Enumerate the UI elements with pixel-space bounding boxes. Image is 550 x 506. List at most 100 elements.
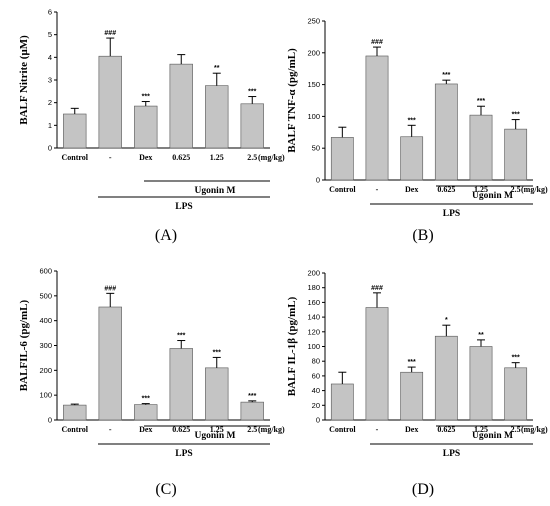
y-tick-label: 300 (39, 341, 52, 350)
chart-panel-3: 0 100 200 300 400 500 600 BALFIL-6 (pg/mL) Contr… (18, 267, 285, 499)
ugonin-group-label: Ugonin M (472, 431, 513, 441)
bar (504, 128, 528, 181)
y-tick-label: 500 (39, 291, 52, 300)
significance-label: *** (248, 89, 256, 96)
category-label: Control (61, 153, 88, 162)
category-label: Control (329, 185, 356, 194)
category-label: 1.25 (210, 425, 224, 434)
bar (169, 63, 193, 149)
significance-label: ### (104, 285, 116, 292)
bar (400, 371, 424, 421)
y-axis-title: BALF Nitrite (μM) (18, 35, 30, 125)
y-tick-label: 50 (312, 144, 320, 153)
chart-panel-4: 0 20 40 60 80 100 120 140 160 180 200 BALF IL-1β (p… (286, 269, 548, 499)
category-label: - (376, 185, 379, 194)
significance-label: *** (408, 359, 416, 366)
bar (63, 404, 87, 421)
category-label: Control (61, 425, 88, 434)
bar (240, 103, 264, 149)
y-axis-title: BALF TNF-α (pg/mL) (286, 48, 298, 153)
category-label: - (109, 425, 112, 434)
y-tick-label: 200 (39, 366, 52, 375)
y-tick-label: 20 (312, 401, 320, 410)
y-axis-title: BALFIL-6 (pg/mL) (18, 299, 30, 391)
y-tick-label: 0 (316, 416, 320, 425)
bar (98, 306, 122, 421)
bar (469, 114, 493, 181)
significance-label: ### (371, 39, 383, 46)
bar (134, 105, 158, 149)
y-tick-label: 200 (307, 269, 320, 278)
y-tick-label: 40 (312, 386, 320, 395)
significance-label: *** (442, 72, 450, 79)
chart-panel-1: 0 1 2 3 4 5 6 BALF Nitrite (μM) Control ### - *** De… (18, 8, 285, 245)
bar (469, 346, 493, 421)
bar (63, 113, 87, 149)
y-tick-label: 3 (48, 76, 52, 85)
category-label: 0.625 (437, 185, 455, 194)
unit-label: (mg/kg) (258, 425, 285, 434)
bar (134, 404, 158, 421)
lps-group-label: LPS (443, 209, 460, 219)
bar (434, 83, 458, 181)
significance-label: ** (214, 65, 220, 72)
category-label: 2.5 (247, 425, 257, 434)
bar (434, 335, 458, 421)
bar (365, 307, 389, 421)
bar (330, 137, 354, 181)
unit-label: (mg/kg) (521, 185, 548, 194)
bar (365, 55, 389, 181)
unit-label: (mg/kg) (521, 425, 548, 434)
category-label: 2.5 (511, 185, 521, 194)
panel-letter: (B) (412, 227, 433, 244)
category-label: Dex (139, 153, 152, 162)
y-tick-label: 120 (307, 327, 320, 336)
category-label: Dex (405, 185, 418, 194)
panel-letter: (C) (155, 481, 176, 498)
significance-label: *** (177, 333, 185, 340)
bar (330, 383, 354, 421)
significance-label: *** (213, 349, 221, 356)
ugonin-group-label: Ugonin M (472, 191, 513, 201)
y-tick-label: 80 (312, 357, 320, 366)
bar (400, 136, 424, 181)
y-tick-label: 100 (307, 342, 320, 351)
lps-group-label: LPS (175, 449, 192, 459)
category-label: 1.25 (474, 185, 488, 194)
y-tick-label: 180 (307, 283, 320, 292)
category-label: 2.5 (247, 153, 257, 162)
y-tick-label: 250 (307, 17, 320, 26)
panel-letter: (D) (412, 481, 434, 498)
y-tick-label: 100 (39, 391, 52, 400)
bar (169, 348, 193, 421)
y-tick-label: 160 (307, 298, 320, 307)
bar (240, 401, 264, 421)
y-tick-label: 6 (48, 8, 52, 17)
significance-label: *** (512, 112, 520, 119)
y-axis-title: BALF IL-1β (pg/mL) (286, 296, 298, 396)
bar (504, 367, 528, 421)
panel-letter: (A) (155, 227, 177, 244)
bar (205, 85, 229, 149)
y-tick-label: 600 (39, 267, 52, 276)
y-tick-label: 4 (48, 53, 52, 62)
category-label: 1.25 (474, 425, 488, 434)
category-label: 0.625 (437, 425, 455, 434)
significance-label: ### (371, 285, 383, 292)
lps-group-label: LPS (443, 449, 460, 459)
significance-label: ### (104, 30, 116, 37)
y-tick-label: 60 (312, 371, 320, 380)
category-label: 2.5 (511, 425, 521, 434)
category-label: Dex (139, 425, 152, 434)
ugonin-group-label: Ugonin M (195, 186, 236, 196)
significance-label: *** (408, 117, 416, 124)
significance-label: ** (478, 332, 484, 339)
category-label: Dex (405, 425, 418, 434)
category-label: - (376, 425, 379, 434)
significance-label: *** (248, 393, 256, 400)
lps-group-label: LPS (175, 202, 192, 212)
bar (205, 367, 229, 421)
category-label: 0.625 (172, 425, 190, 434)
category-label: Control (329, 425, 356, 434)
